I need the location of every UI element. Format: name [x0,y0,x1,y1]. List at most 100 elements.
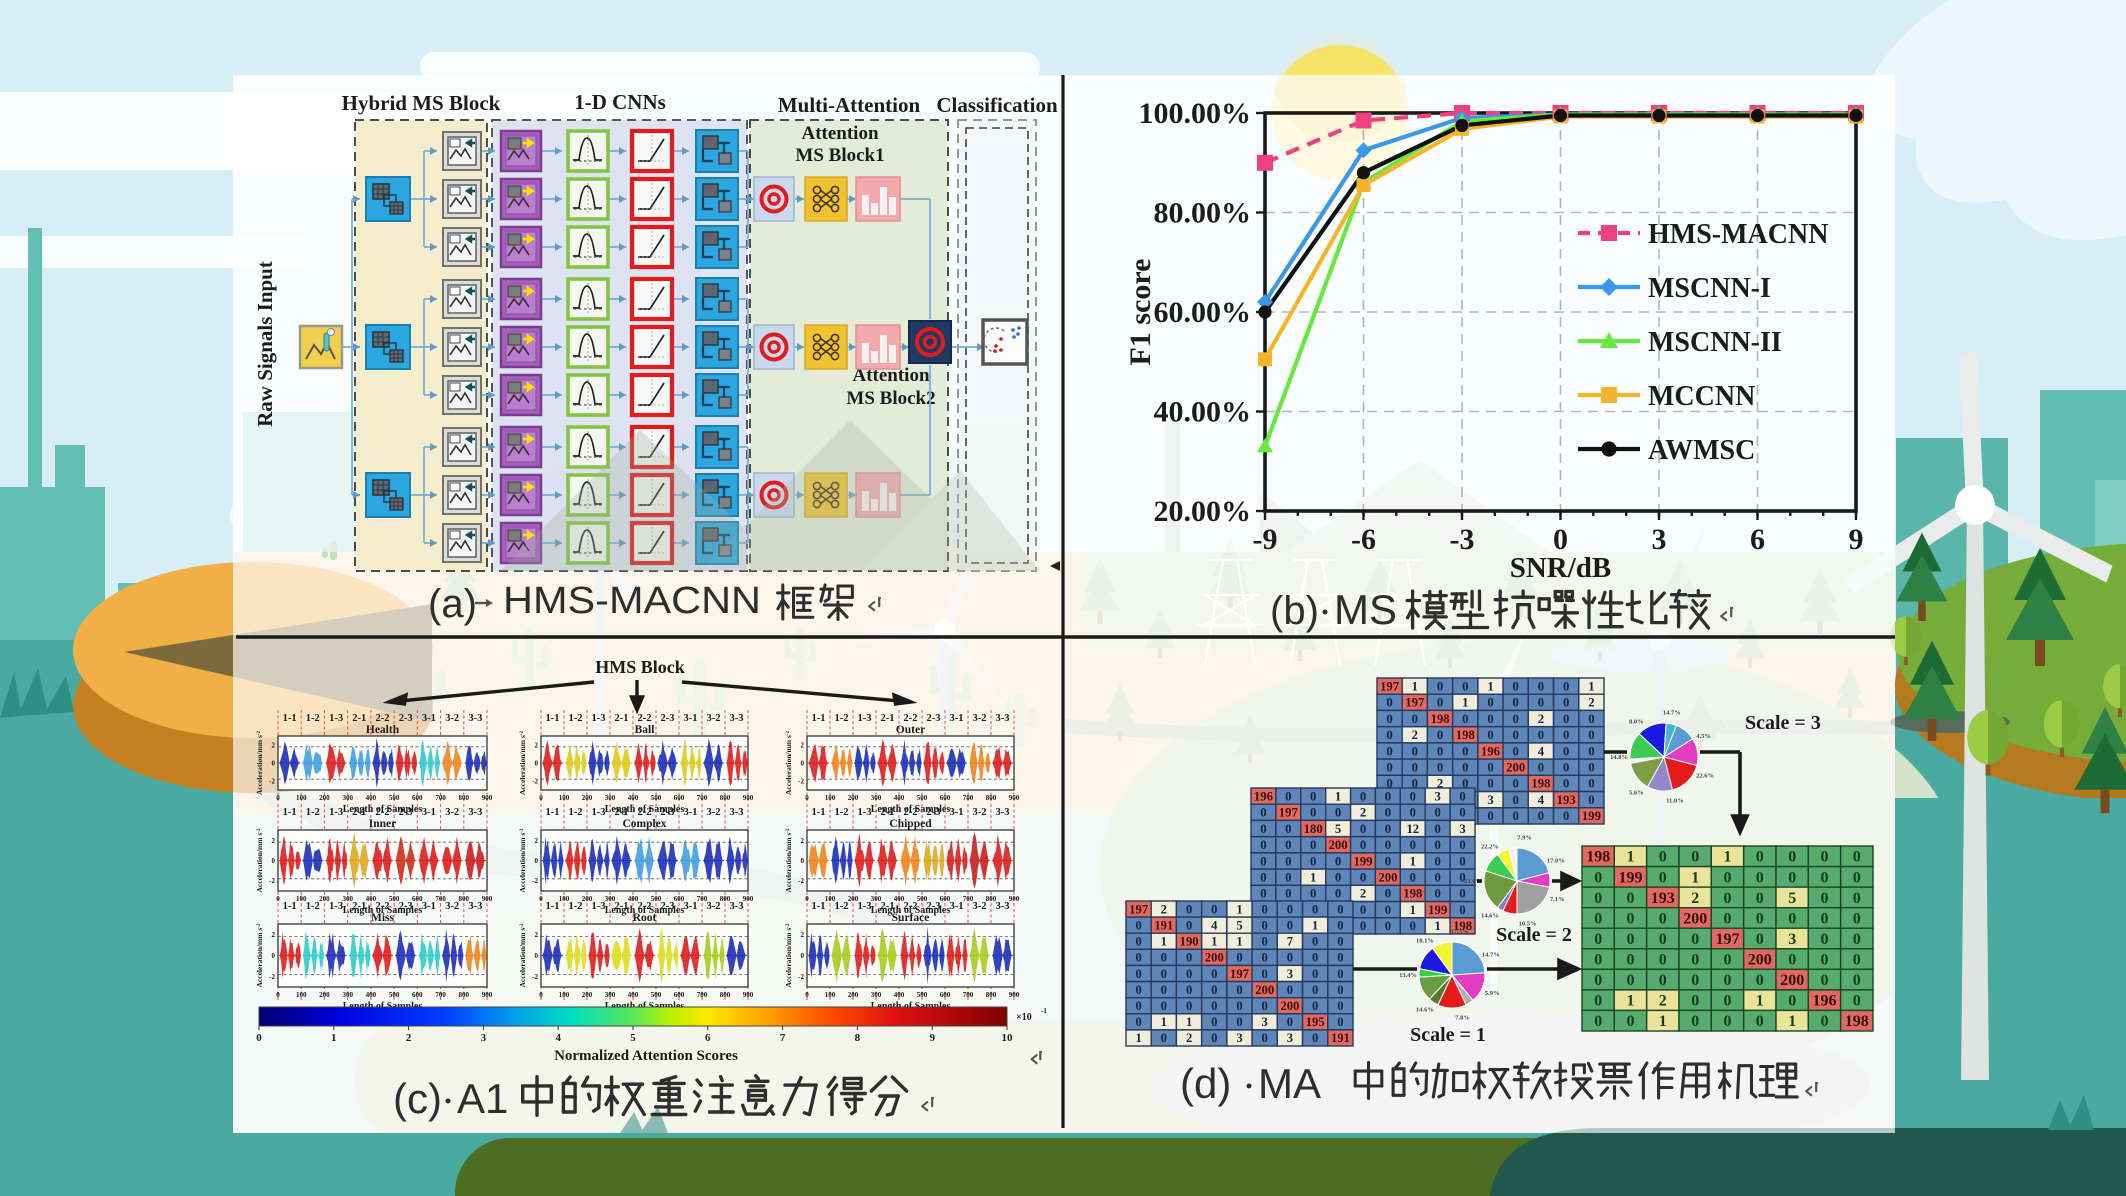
svg-text:-3: -3 [1450,523,1475,556]
svg-text:500: 500 [389,794,400,802]
svg-text:2-1: 2-1 [352,901,366,912]
svg-text:3-2: 3-2 [707,901,721,912]
svg-text:400: 400 [366,794,377,802]
svg-text:2-1: 2-1 [881,713,895,724]
svg-text:0: 0 [1853,972,1861,989]
svg-text:HMS-MACNN: HMS-MACNN [503,580,761,622]
svg-text:1-2: 1-2 [306,713,320,724]
svg-text:0: 0 [801,952,805,960]
svg-text:1: 1 [1659,1013,1667,1030]
svg-text:2: 2 [272,742,276,750]
svg-text:-2: -2 [532,877,538,885]
svg-text:700: 700 [435,794,446,802]
svg-text:0: 0 [1260,854,1266,868]
svg-text:0: 0 [1135,918,1141,932]
svg-text:0: 0 [1821,952,1829,969]
svg-text:198: 198 [1456,728,1475,742]
svg-text:0: 0 [1211,902,1217,916]
svg-text:198: 198 [1403,887,1422,901]
svg-text:198: 198 [1531,777,1550,791]
svg-text:0: 0 [539,991,543,999]
svg-text:0: 0 [1459,887,1465,901]
svg-text:-2: -2 [269,973,275,981]
svg-text:0: 0 [1260,871,1266,885]
svg-text:0: 0 [1588,728,1594,742]
svg-text:0: 0 [1821,849,1829,866]
svg-text:0: 0 [1659,910,1667,927]
svg-text:2-3: 2-3 [399,901,413,912]
svg-text:0: 0 [1724,1013,1732,1030]
svg-text:1-2: 1-2 [306,807,320,818]
svg-text:8: 8 [855,1032,861,1044]
svg-text:0: 0 [1563,696,1569,710]
svg-text:MS Block2: MS Block2 [846,388,935,409]
svg-text:2-3: 2-3 [661,901,675,912]
svg-text:196: 196 [1481,744,1500,758]
svg-text:14.6%: 14.6% [1416,1007,1434,1014]
svg-text:3-3: 3-3 [730,807,744,818]
svg-text:14.8%: 14.8% [1610,754,1628,761]
svg-text:1: 1 [1410,903,1416,917]
svg-text:0: 0 [1659,952,1667,969]
svg-text:300: 300 [605,991,616,999]
svg-text:3-3: 3-3 [468,901,482,912]
svg-text:5.9%: 5.9% [1485,990,1500,997]
svg-text:199: 199 [1619,869,1643,886]
svg-text:0: 0 [801,760,805,768]
svg-text:0: 0 [1337,951,1343,965]
svg-text:0: 0 [1287,918,1293,932]
svg-text:3-2: 3-2 [445,713,459,724]
svg-text:1: 1 [1211,935,1217,949]
svg-text:0: 0 [1691,1013,1699,1030]
svg-text:600: 600 [412,794,423,802]
svg-text:0: 0 [1563,728,1569,742]
svg-text:AWMSC: AWMSC [1648,435,1755,466]
svg-text:0: 0 [1211,983,1217,997]
svg-text:4: 4 [1538,744,1545,758]
svg-text:3: 3 [1652,523,1667,556]
svg-text:-2: -2 [798,777,804,785]
svg-text:0: 0 [1186,967,1192,981]
svg-text:199: 199 [1428,903,1447,917]
svg-text:Outer: Outer [896,724,925,736]
svg-text:10: 10 [1002,1032,1014,1044]
svg-text:3-2: 3-2 [707,713,721,724]
svg-text:0: 0 [1386,777,1392,791]
svg-text:0: 0 [1553,523,1568,556]
svg-text:0: 0 [535,857,539,865]
svg-text:700: 700 [697,991,708,999]
svg-text:1-1: 1-1 [546,713,560,724]
svg-text:Acceleration/mm s-2: Acceleration/mm s-2 [518,731,527,795]
svg-text:0: 0 [1211,1031,1217,1045]
svg-text:0: 0 [1260,838,1266,852]
svg-text:0: 0 [1462,744,1468,758]
svg-text:0: 0 [535,760,539,768]
svg-text:Scale = 2: Scale = 2 [1496,924,1572,946]
svg-text:3-3: 3-3 [730,713,744,724]
svg-text:3-1: 3-1 [950,901,964,912]
svg-text:0: 0 [1513,793,1519,807]
svg-text:1: 1 [1627,849,1635,866]
svg-text:2: 2 [535,931,539,939]
svg-text:HMS Block: HMS Block [595,657,685,677]
svg-text:5: 5 [1335,822,1341,836]
svg-text:0: 0 [1285,789,1291,803]
svg-text:12: 12 [1406,822,1419,836]
svg-text:2-3: 2-3 [927,901,941,912]
svg-text:0: 0 [1135,999,1141,1013]
svg-text:1: 1 [1724,849,1732,866]
svg-text:500: 500 [651,991,662,999]
svg-text:1: 1 [1186,1015,1192,1029]
svg-text:196: 196 [1813,993,1837,1010]
svg-text:300: 300 [342,794,353,802]
svg-text:0: 0 [1724,869,1732,886]
svg-text:100: 100 [296,794,307,802]
svg-text:0: 0 [1386,761,1392,775]
svg-text:1-1: 1-1 [812,713,826,724]
svg-text:2-3: 2-3 [399,713,413,724]
svg-text:2-2: 2-2 [638,807,652,818]
svg-text:0: 0 [1459,789,1465,803]
svg-text:2-1: 2-1 [615,713,629,724]
svg-text:0: 0 [1459,806,1465,820]
svg-text:0: 0 [1385,919,1391,933]
